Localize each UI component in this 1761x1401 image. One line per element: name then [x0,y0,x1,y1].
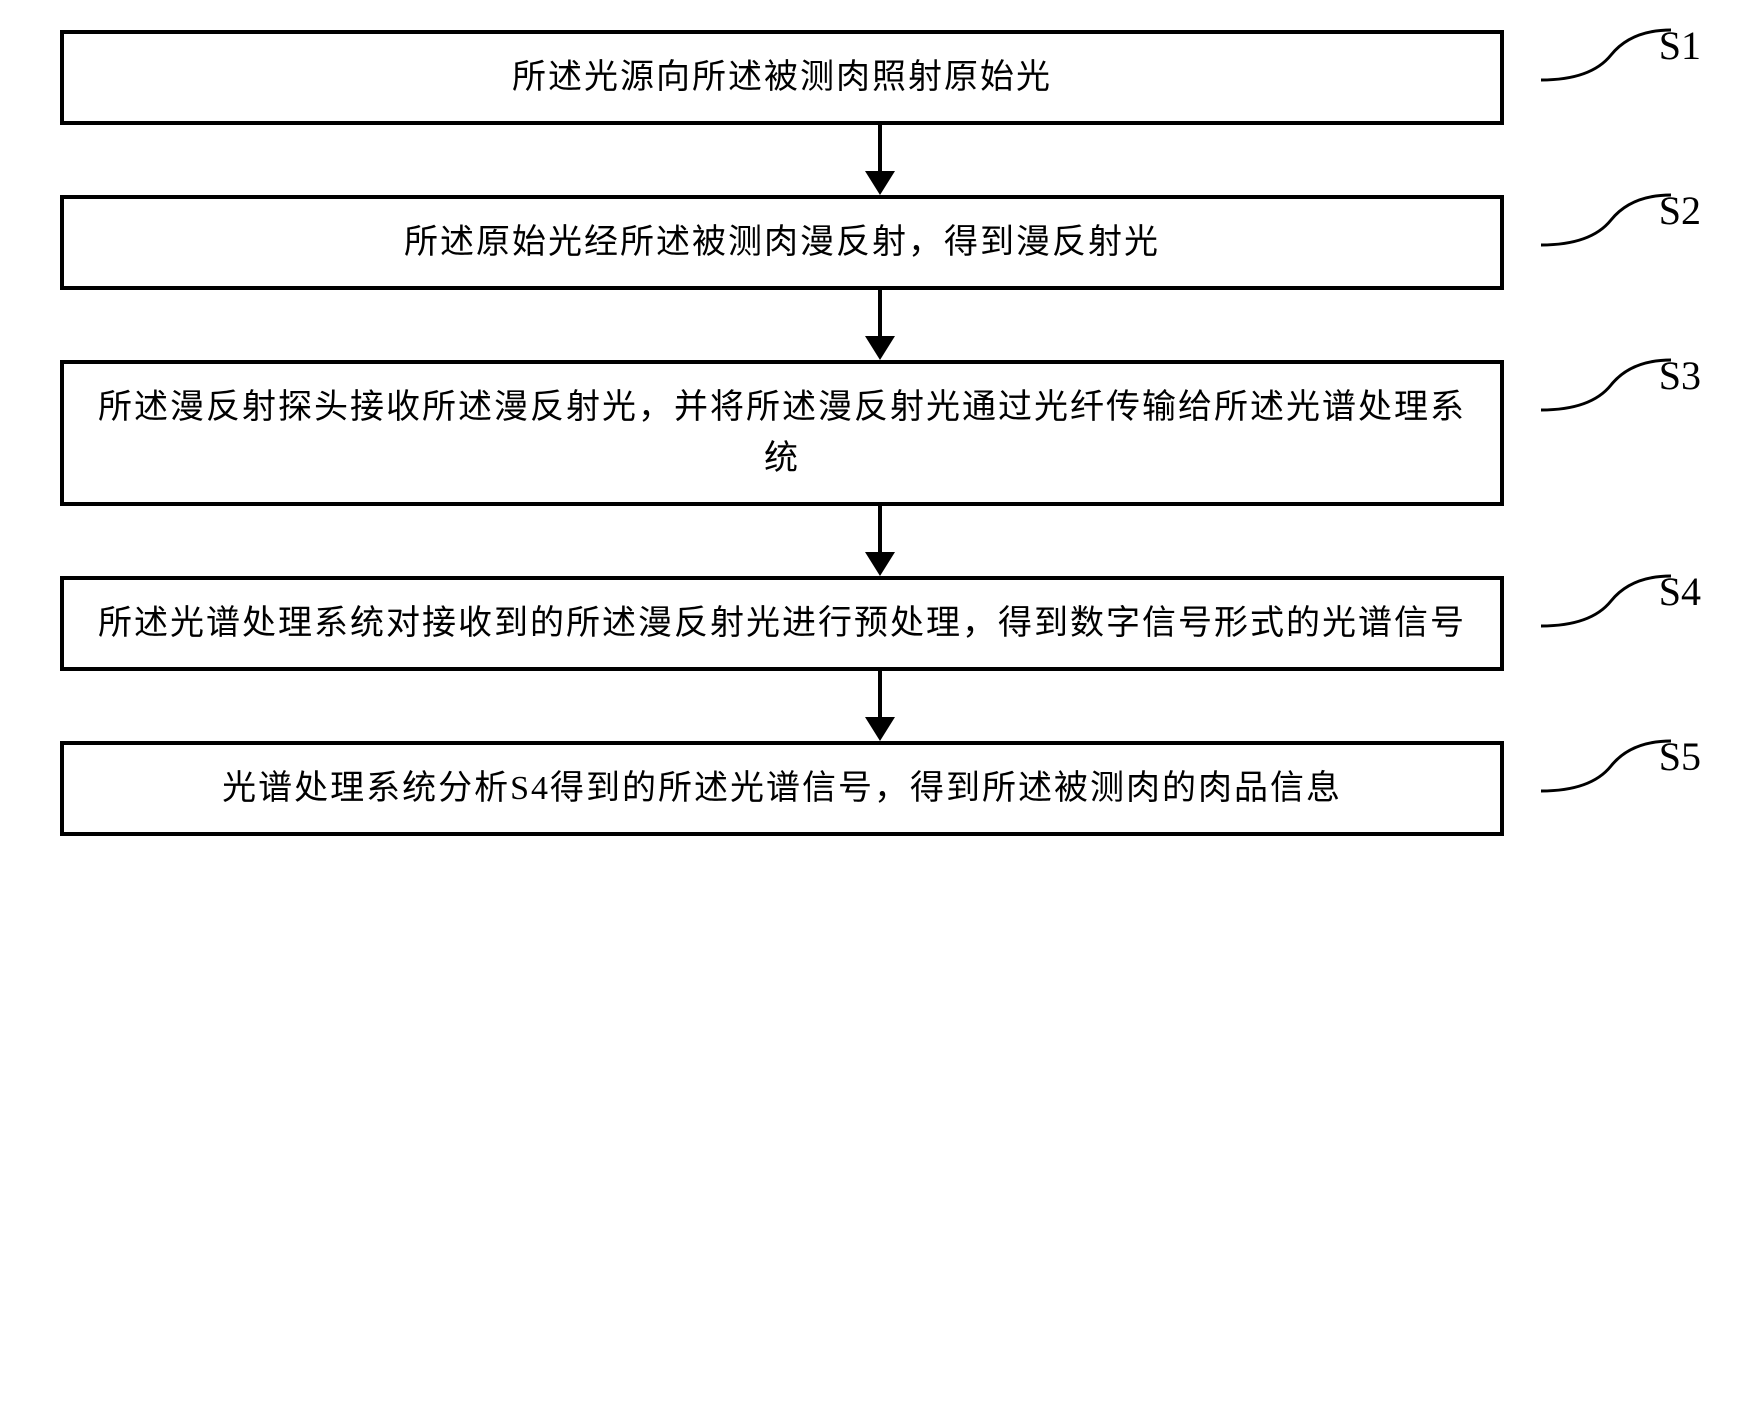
step-text-s1: 所述光源向所述被测肉照射原始光 [512,52,1052,103]
arrow-s4-s5 [158,671,1602,741]
step-label-s3: S3 [1659,352,1701,399]
arrow-s2-s3 [158,290,1602,360]
step-text-s3: 所述漫反射探头接收所述漫反射光，并将所述漫反射光通过光纤传输给所述光谱处理系统 [84,382,1480,484]
arrow-head-icon [865,717,895,741]
step-text-s4: 所述光谱处理系统对接收到的所述漫反射光进行预处理，得到数字信号形式的光谱信号 [98,598,1466,649]
arrow-line [878,506,882,553]
arrow-head-icon [865,552,895,576]
step-row-s3: 所述漫反射探头接收所述漫反射光，并将所述漫反射光通过光纤传输给所述光谱处理系统 … [60,360,1701,506]
arrow-line [878,671,882,718]
step-text-s5: 光谱处理系统分析S4得到的所述光谱信号，得到所述被测肉的肉品信息 [222,763,1342,814]
flowchart-container: 所述光源向所述被测肉照射原始光 S1 所述原始光经所述被测肉漫反射，得到漫反射光… [60,30,1701,836]
arrow-line [878,290,882,337]
step-box-s4: 所述光谱处理系统对接收到的所述漫反射光进行预处理，得到数字信号形式的光谱信号 [60,576,1504,671]
step-label-s4: S4 [1659,568,1701,615]
step-label-s5: S5 [1659,733,1701,780]
arrow-head-icon [865,336,895,360]
step-label-s1: S1 [1659,22,1701,69]
step-row-s1: 所述光源向所述被测肉照射原始光 S1 [60,30,1701,125]
step-box-s5: 光谱处理系统分析S4得到的所述光谱信号，得到所述被测肉的肉品信息 [60,741,1504,836]
arrow-head-icon [865,171,895,195]
arrow-line [878,125,882,172]
step-text-s2: 所述原始光经所述被测肉漫反射，得到漫反射光 [404,217,1160,268]
step-label-s2: S2 [1659,187,1701,234]
step-row-s2: 所述原始光经所述被测肉漫反射，得到漫反射光 S2 [60,195,1701,290]
step-box-s3: 所述漫反射探头接收所述漫反射光，并将所述漫反射光通过光纤传输给所述光谱处理系统 [60,360,1504,506]
arrow-s3-s4 [158,506,1602,576]
step-row-s5: 光谱处理系统分析S4得到的所述光谱信号，得到所述被测肉的肉品信息 S5 [60,741,1701,836]
arrow-s1-s2 [158,125,1602,195]
step-box-s2: 所述原始光经所述被测肉漫反射，得到漫反射光 [60,195,1504,290]
step-box-s1: 所述光源向所述被测肉照射原始光 [60,30,1504,125]
step-row-s4: 所述光谱处理系统对接收到的所述漫反射光进行预处理，得到数字信号形式的光谱信号 S… [60,576,1701,671]
